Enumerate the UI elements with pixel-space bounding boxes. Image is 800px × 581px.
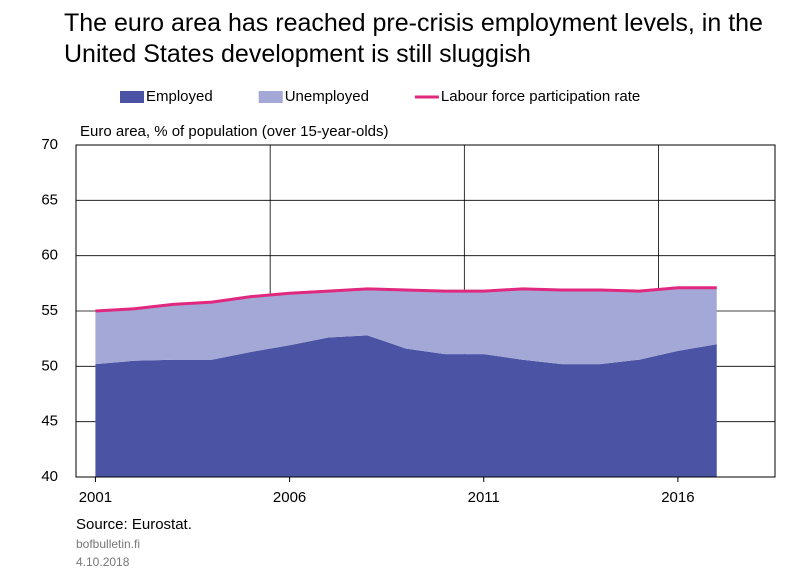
plot-frame [75,144,776,478]
legend-label: Employed [146,88,213,105]
legend-label: Unemployed [285,88,369,105]
x-tick-label: 2016 [661,489,694,506]
site: bofbulletin.fi [76,537,140,551]
chart-title: The euro area has reached pre-crisis emp… [64,9,763,68]
y-tick-label: 45 [41,413,58,430]
date: 4.10.2018 [76,555,130,569]
line [95,286,717,313]
y-tick-label: 60 [41,247,58,264]
chart-subtitle: Euro area, % of population (over 15-year… [80,123,389,140]
area [95,335,717,477]
source: Source: Eurostat. [76,516,192,533]
y-tick-label: 65 [41,191,58,208]
legend-label: Labour force participation rate [441,88,640,105]
legend-swatch [120,91,144,103]
x-tick-label: 2011 [468,489,500,506]
x-tick-label: 2006 [273,489,306,506]
y-tick-label: 55 [41,302,58,319]
x-tick-label: 2001 [79,489,112,506]
y-tick-label: 40 [41,468,58,485]
y-tick-label: 50 [41,357,58,374]
y-tick-label: 70 [41,136,58,153]
legend-swatch [258,91,283,103]
area [95,287,717,365]
